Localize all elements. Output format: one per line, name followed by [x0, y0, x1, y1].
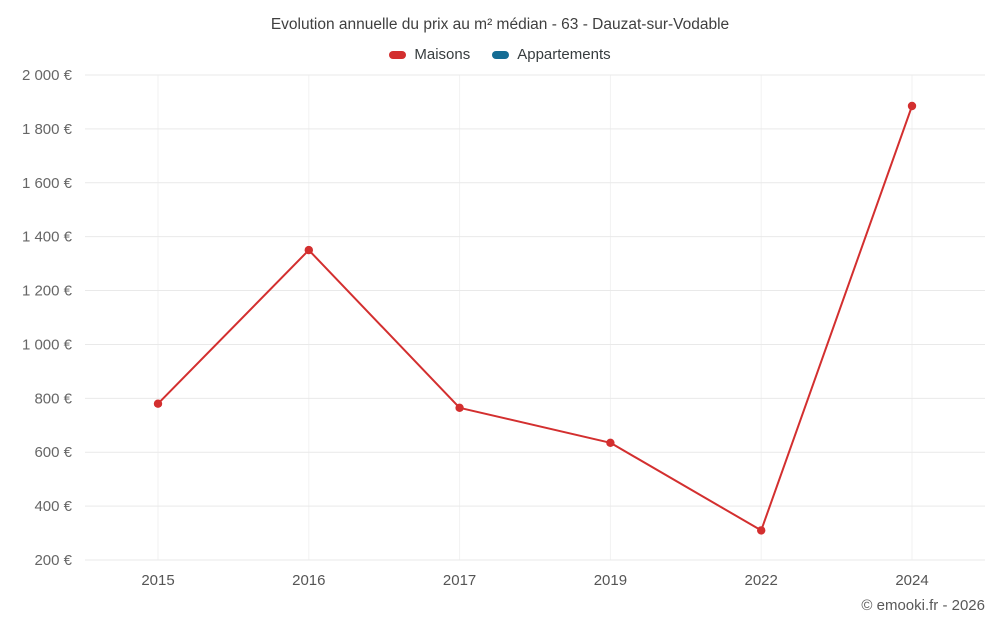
legend-item-maisons[interactable]: Maisons — [389, 46, 470, 63]
y-axis-tick-label: 1 600 € — [22, 175, 73, 192]
data-point-marker[interactable] — [907, 101, 917, 111]
data-point-marker[interactable] — [757, 526, 766, 535]
appartements-swatch-icon — [492, 50, 510, 59]
chart-legend: Maisons Appartements — [0, 46, 1000, 63]
data-point-marker[interactable] — [606, 438, 615, 447]
data-point-marker[interactable] — [455, 403, 464, 412]
y-axis-tick-label: 800 € — [34, 390, 72, 407]
maisons-swatch-icon — [389, 50, 407, 59]
x-axis-tick-label: 2024 — [895, 572, 928, 589]
y-axis-tick-label: 1 200 € — [22, 283, 73, 300]
y-axis-tick-label: 2 000 € — [22, 67, 73, 84]
legend-label-maisons: Maisons — [414, 46, 471, 63]
y-axis-tick-label: 1 000 € — [22, 336, 73, 353]
legend-item-appartements[interactable]: Appartements — [492, 46, 611, 63]
data-point-marker[interactable] — [304, 245, 313, 255]
y-axis-tick-label: 400 € — [34, 498, 72, 515]
y-axis-tick-label: 200 € — [34, 552, 72, 569]
chart-title: Evolution annuelle du prix au m² médian … — [270, 16, 730, 33]
x-axis-tick-label: 2017 — [443, 572, 476, 589]
data-point-marker[interactable] — [153, 399, 163, 408]
y-axis-tick-label: 600 € — [34, 444, 72, 461]
series-line-maisons — [157, 105, 913, 532]
copyright-footer: © emooki.fr - 2026 — [861, 597, 985, 614]
legend-label-appartements: Appartements — [517, 46, 611, 63]
y-axis-tick-label: 1 800 € — [22, 121, 73, 138]
y-axis-tick-label: 1 400 € — [22, 229, 73, 246]
x-axis-tick-label: 2016 — [292, 572, 325, 589]
x-axis-tick-label: 2015 — [141, 572, 174, 589]
x-axis-tick-label: 2022 — [745, 572, 778, 589]
x-axis-tick-label: 2019 — [594, 572, 627, 589]
